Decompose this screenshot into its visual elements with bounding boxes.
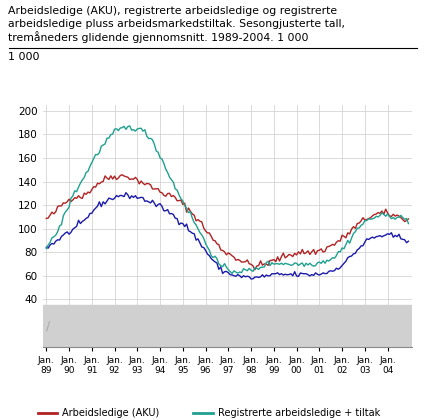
Registrerte arbeidsledige xyxy=(88,211,93,216)
Arbeidsledige (AKU) xyxy=(228,252,233,257)
Registrerte arbeidsledige xyxy=(275,270,280,276)
Registrerte arbeidsledige xyxy=(192,231,197,236)
Arbeidsledige (AKU) xyxy=(254,263,259,268)
Registrerte arbeidsledige xyxy=(44,245,49,250)
Registrerte arbeidsledige + tiltak xyxy=(44,246,49,251)
Registrerte arbeidsledige xyxy=(406,239,411,244)
Text: tremåneders glidende gjennomsnitt. 1989-2004. 1 000: tremåneders glidende gjennomsnitt. 1989-… xyxy=(8,32,309,43)
Registrerte arbeidsledige + tiltak xyxy=(254,266,259,271)
Registrerte arbeidsledige xyxy=(123,190,128,195)
Arbeidsledige (AKU) xyxy=(252,267,258,272)
Arbeidsledige (AKU) xyxy=(196,217,201,222)
Registrerte arbeidsledige + tiltak xyxy=(275,261,280,266)
Text: 1 000: 1 000 xyxy=(8,52,40,63)
Arbeidsledige (AKU) xyxy=(275,255,280,260)
Legend: Arbeidsledige (AKU), Registrerte arbeidsledige, Registrerte arbeidsledige + tilt: Arbeidsledige (AKU), Registrerte arbeids… xyxy=(34,404,384,420)
Line: Registrerte arbeidsledige: Registrerte arbeidsledige xyxy=(46,193,408,279)
Arbeidsledige (AKU) xyxy=(44,216,49,221)
Registrerte arbeidsledige + tiltak xyxy=(406,221,411,226)
Registrerte arbeidsledige xyxy=(196,236,201,241)
Line: Arbeidsledige (AKU): Arbeidsledige (AKU) xyxy=(46,175,408,270)
Registrerte arbeidsledige + tiltak xyxy=(88,164,93,169)
Text: Arbeidsledige (AKU), registrerte arbeidsledige og registrerte: Arbeidsledige (AKU), registrerte arbeids… xyxy=(8,6,337,16)
Registrerte arbeidsledige + tiltak xyxy=(127,123,132,129)
Bar xyxy=(42,305,412,346)
Registrerte arbeidsledige + tiltak xyxy=(228,269,233,274)
Registrerte arbeidsledige xyxy=(254,274,259,279)
Arbeidsledige (AKU) xyxy=(88,190,93,195)
Registrerte arbeidsledige + tiltak xyxy=(196,226,201,231)
Registrerte arbeidsledige xyxy=(228,272,233,277)
Registrerte arbeidsledige + tiltak xyxy=(230,271,235,276)
Line: Registrerte arbeidsledige + tiltak: Registrerte arbeidsledige + tiltak xyxy=(46,126,408,273)
Arbeidsledige (AKU) xyxy=(119,172,125,177)
Text: /: / xyxy=(46,320,51,333)
Registrerte arbeidsledige + tiltak xyxy=(192,220,197,225)
Registrerte arbeidsledige xyxy=(249,276,254,281)
Text: arbeidsledige pluss arbeidsmarkedstiltak. Sesongjusterte tall,: arbeidsledige pluss arbeidsmarkedstiltak… xyxy=(8,19,346,29)
Arbeidsledige (AKU) xyxy=(192,213,197,218)
Arbeidsledige (AKU) xyxy=(406,216,411,221)
